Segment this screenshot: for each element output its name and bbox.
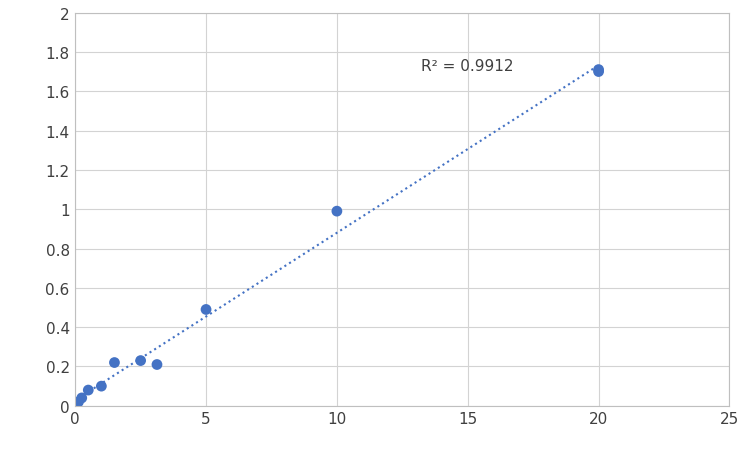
Point (151, 361, 163, 368)
Point (72, 398, 84, 405)
Point (593, 67, 605, 74)
Point (108, 359, 120, 366)
Point (200, 306, 212, 313)
Point (593, 69, 605, 76)
Point (76, 395, 88, 402)
Text: R² = 0.9912: R² = 0.9912 (420, 59, 513, 74)
Point (331, 208, 343, 215)
Point (82, 387, 94, 394)
Point (135, 357, 147, 364)
Point (96, 382, 108, 390)
Point (69, 402, 81, 410)
